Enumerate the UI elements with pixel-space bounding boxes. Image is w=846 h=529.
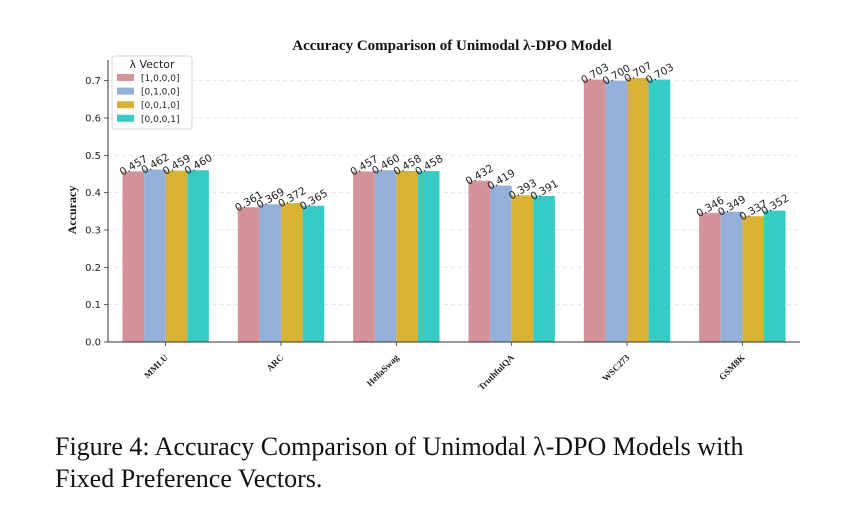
legend-swatch: [117, 87, 134, 95]
y-tick-label: 0.3: [85, 226, 101, 237]
y-tick-label: 0.1: [85, 300, 101, 311]
chart-title: Accuracy Comparison of Unimodal λ-DPO Mo…: [292, 38, 611, 54]
y-tick-label: 0.7: [85, 76, 101, 87]
legend-swatch: [117, 101, 134, 109]
bar: [605, 80, 627, 343]
y-tick-label: 0.5: [85, 151, 101, 162]
x-tick-label: ARC: [265, 352, 286, 373]
bar: [699, 212, 721, 342]
bar: [627, 78, 649, 342]
legend-swatch: [117, 74, 134, 81]
value-labels: 0.4570.4620.4590.4600.3610.3690.3720.365…: [118, 60, 792, 224]
legend: λ Vector [1,0,0,0] [0,1,0,0] [0,0,1,0] [0,0,…: [111, 55, 193, 130]
bar: [374, 170, 397, 342]
x-tick-label: WSC273: [600, 352, 631, 383]
bar: [281, 203, 303, 342]
bar: [396, 171, 418, 342]
x-tick-label: HellaSwag: [365, 352, 401, 388]
legend-entry: [1,0,0,0]: [141, 74, 180, 84]
bar: [490, 185, 512, 342]
bar: [511, 195, 534, 342]
bar: [763, 210, 786, 342]
y-axis-label: Accuracy: [65, 186, 79, 235]
legend-entry: [0,0,0,1]: [141, 115, 180, 125]
bar: [353, 171, 375, 342]
bar: [302, 205, 325, 342]
bars: [122, 78, 786, 343]
bar: [259, 204, 281, 342]
bar: [742, 216, 764, 342]
bar: [533, 196, 555, 342]
bar: [237, 207, 260, 342]
legend-title: λ Vector: [129, 58, 175, 71]
y-tick-label: 0.4: [85, 188, 101, 199]
y-tick-label: 0.2: [85, 263, 101, 274]
bar: [720, 211, 743, 342]
legend-entry: [0,1,0,0]: [141, 88, 180, 98]
bar: [165, 170, 188, 342]
legend-entry: [0,0,1,0]: [141, 101, 180, 111]
bar-chart: Accuracy Comparison of Unimodal λ-DPO Mo…: [65, 38, 800, 392]
y-tick-label: 0.0: [85, 338, 101, 349]
grid-lines: [108, 80, 800, 343]
bar: [187, 170, 209, 342]
legend-swatch: [117, 114, 134, 122]
bar: [417, 171, 440, 342]
bar: [144, 169, 166, 342]
bar: [122, 171, 145, 342]
x-tick-label: MMLU: [142, 352, 170, 380]
bar: [583, 79, 606, 343]
bar: [648, 79, 671, 343]
bar: [468, 180, 491, 342]
x-tick-label: GSM8K: [717, 352, 747, 382]
y-tick-label: 0.6: [85, 114, 101, 125]
figure-caption: Figure 4: Accuracy Comparison of Unimoda…: [55, 432, 744, 493]
x-tick-label: TruthfulQA: [476, 352, 516, 392]
